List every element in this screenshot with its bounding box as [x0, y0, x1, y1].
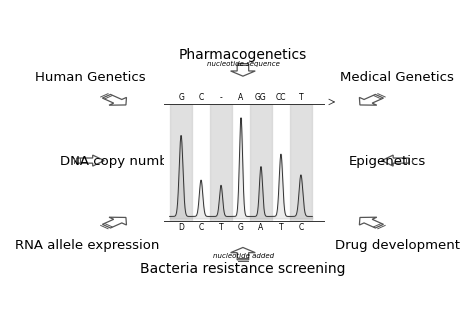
Text: Epigenetics: Epigenetics [348, 155, 426, 168]
Polygon shape [77, 155, 104, 166]
Text: Bacteria resistance screening: Bacteria resistance screening [140, 262, 346, 276]
Polygon shape [102, 217, 127, 228]
Text: RNA allele expression: RNA allele expression [15, 238, 159, 252]
Text: Drug development: Drug development [335, 238, 460, 252]
Polygon shape [359, 217, 383, 228]
Polygon shape [231, 247, 255, 260]
Text: Human Genetics: Human Genetics [35, 71, 146, 84]
Polygon shape [231, 64, 255, 76]
Text: Pharmacogenetics: Pharmacogenetics [179, 48, 307, 62]
Polygon shape [382, 155, 409, 166]
Polygon shape [102, 94, 127, 105]
Text: Medical Genetics: Medical Genetics [340, 71, 454, 84]
Polygon shape [359, 94, 383, 105]
Text: nucleotide sequence: nucleotide sequence [208, 61, 280, 67]
Text: DNA copy number: DNA copy number [60, 155, 182, 168]
